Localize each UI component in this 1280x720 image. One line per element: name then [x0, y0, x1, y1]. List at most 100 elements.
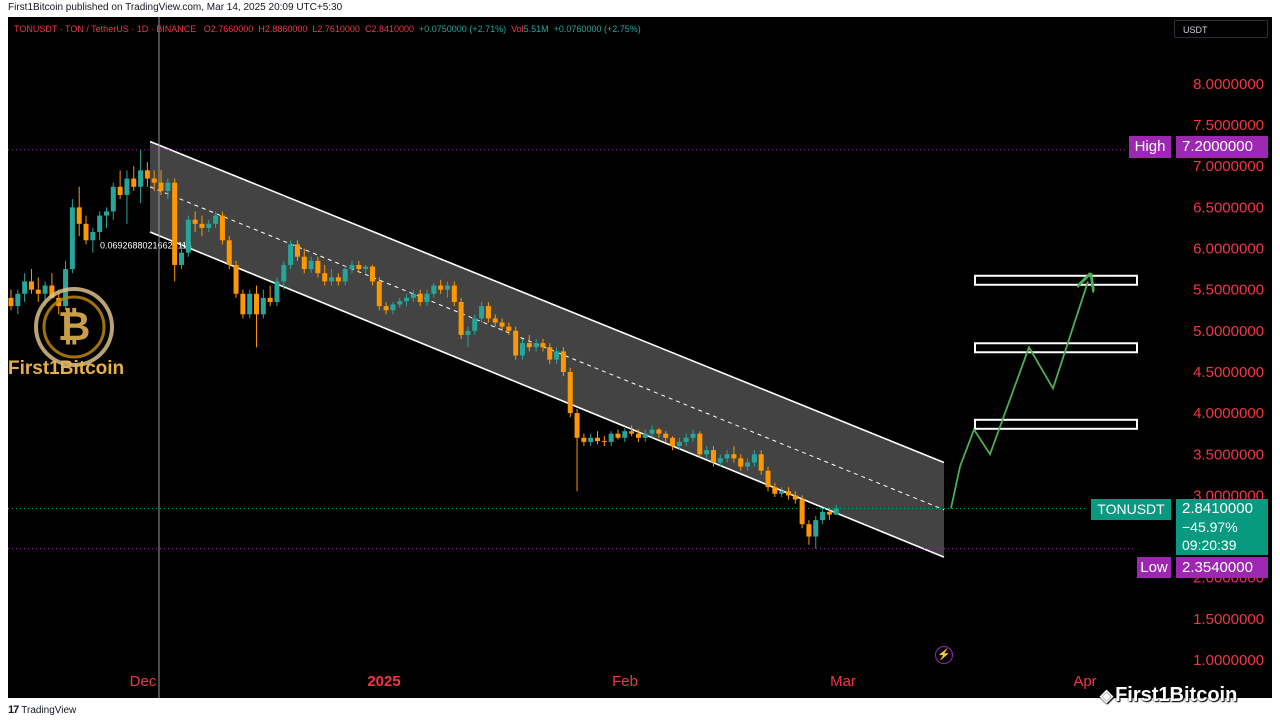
candle-body: [267, 297, 273, 302]
corner-watermark: ◈ First1Bitcoin: [1100, 684, 1238, 706]
candle-body: [42, 285, 48, 294]
candle-body: [574, 413, 580, 438]
candle-body: [676, 441, 682, 447]
candle-body: [526, 343, 532, 348]
time-tick-label: Mar: [830, 673, 856, 690]
channel-note-label: 0.06926880216625114: [100, 240, 192, 250]
channel-lower-line: [149, 231, 945, 558]
candle-body: [751, 454, 757, 463]
candle-body: [49, 285, 55, 298]
candle-body: [567, 371, 573, 414]
candle-body: [479, 306, 485, 319]
candle-body: [383, 306, 389, 311]
candle-body: [15, 293, 21, 307]
candle-body: [642, 433, 648, 438]
low-label-badge: Low: [1137, 557, 1171, 578]
price-chart[interactable]: 0.06926880216625114 8.0000000 7.5000000 7.…: [8, 17, 1272, 698]
target-zone: [974, 274, 1138, 286]
candle-body: [240, 293, 246, 315]
candle-body: [329, 277, 335, 282]
candle-body: [533, 343, 539, 348]
bar-countdown: 09:20:39: [1182, 537, 1237, 553]
candle-body: [288, 244, 294, 265]
last-change-value: −45.97%: [1182, 519, 1238, 535]
candle-body: [608, 433, 614, 442]
legend-low: 2.7610000: [317, 24, 360, 34]
legend-change: +0.0750000 (+2.71%): [419, 24, 507, 34]
candle-body: [8, 297, 14, 307]
price-tick-label: 5.5000000: [1193, 282, 1264, 299]
candle-body: [444, 285, 450, 290]
candle-body: [22, 281, 28, 294]
candle-body: [69, 207, 75, 270]
candle-body: [28, 281, 34, 290]
candle-body: [369, 266, 375, 282]
candle-body: [103, 211, 109, 216]
candle-body: [615, 433, 621, 438]
time-tick-label: Dec: [130, 673, 157, 690]
candle-body: [717, 458, 723, 463]
candle-body: [172, 182, 178, 265]
lightning-icon[interactable]: ⚡: [935, 646, 953, 664]
candle-body: [390, 304, 396, 311]
legend-close: 2.8410000: [371, 24, 414, 34]
candle-body: [785, 491, 791, 496]
candle-body: [213, 215, 219, 224]
candle-body: [704, 450, 710, 455]
candle-body: [581, 437, 587, 442]
candle-body: [83, 223, 89, 241]
brand-watermark-logo: ₿: [8, 285, 158, 385]
candle-body: [547, 347, 553, 360]
candle-body: [97, 215, 103, 233]
diamond-icon: ◈: [1100, 686, 1114, 705]
candle-body: [322, 273, 328, 282]
candle-body: [151, 178, 157, 183]
candle-body: [424, 293, 430, 302]
candle-body: [63, 269, 69, 307]
time-tick-label: Apr: [1073, 673, 1096, 690]
candle-body: [710, 450, 716, 463]
candle-body: [165, 182, 171, 191]
channel-fill: [150, 141, 944, 558]
candle-body: [451, 285, 457, 302]
price-tick-label: 6.5000000: [1193, 199, 1264, 216]
candle-body: [485, 306, 491, 319]
candle-body: [820, 511, 826, 521]
legend-high: 2.8860000: [264, 24, 308, 34]
target-zone: [974, 342, 1138, 354]
tradingview-logo[interactable]: 17 TradingView: [8, 704, 77, 716]
candle-body: [131, 178, 137, 187]
candle-body: [90, 232, 96, 241]
candle-body: [192, 219, 198, 224]
candle-body: [349, 264, 355, 270]
price-tick-label: 8.0000000: [1193, 76, 1264, 93]
candle-body: [656, 429, 662, 434]
candle-body: [513, 330, 519, 356]
candle-body: [731, 454, 737, 459]
footer-bar: 17 TradingView: [0, 698, 1280, 720]
candle-body: [315, 260, 321, 274]
candle-body: [670, 437, 676, 447]
price-tick-label: 7.5000000: [1193, 117, 1264, 134]
candle-body: [697, 433, 703, 455]
projection-path: [950, 281, 1088, 509]
candle-body: [185, 219, 191, 253]
candle-body: [247, 293, 253, 315]
candle-body: [738, 458, 744, 467]
candle-body: [799, 499, 805, 525]
currency-selector[interactable]: USDT: [1174, 20, 1268, 38]
high-label-badge: High: [1129, 136, 1171, 158]
high-value-badge: 7.2000000: [1176, 136, 1268, 158]
brand-watermark-text: First1Bitcoin: [8, 358, 125, 379]
candle-body: [826, 511, 832, 515]
candle-body: [260, 297, 266, 315]
last-price-value: 2.8410000: [1182, 500, 1253, 517]
candle-body: [206, 223, 212, 228]
price-tick-label: 5.0000000: [1193, 323, 1264, 340]
target-zone: [974, 418, 1138, 430]
price-tick-label: 4.0000000: [1193, 405, 1264, 422]
candle-body: [335, 277, 341, 282]
candle-body: [472, 318, 478, 331]
chart-area[interactable]: 0.06926880216625114 8.0000000 7.5000000 7.…: [8, 17, 1272, 698]
candle-body: [629, 431, 635, 434]
